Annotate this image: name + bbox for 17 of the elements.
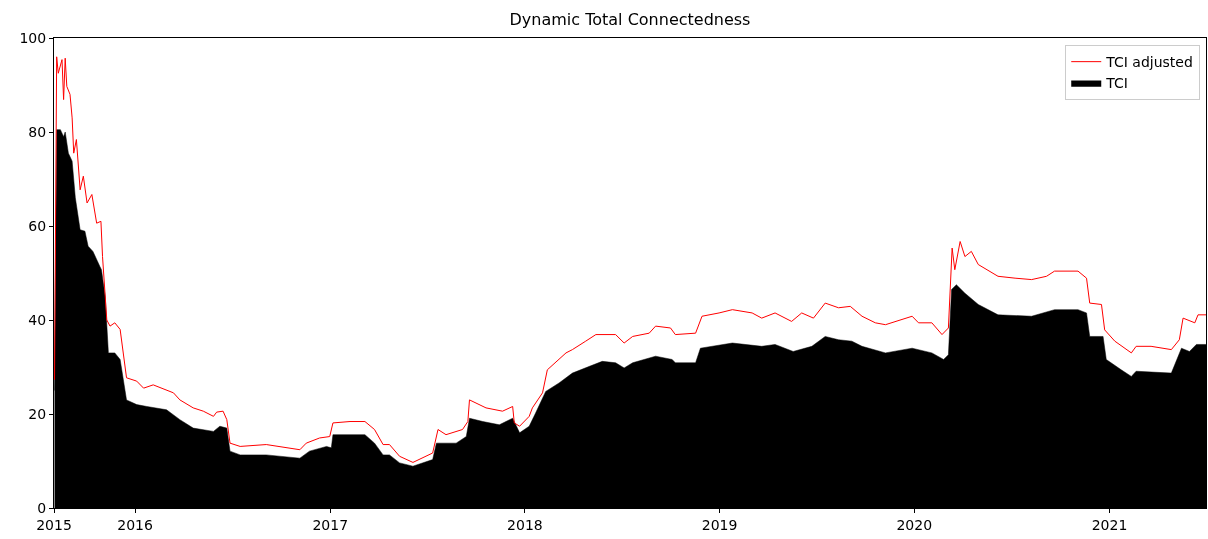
x-tick-label: 2016	[117, 516, 153, 533]
y-tick-label: 100	[19, 29, 47, 46]
chart-title: Dynamic Total Connectedness	[509, 9, 751, 29]
x-tick-label: 2017	[312, 516, 349, 533]
y-tick-label: 0	[37, 499, 47, 516]
y-tick-label: 60	[28, 217, 47, 234]
y-tick-label: 80	[28, 123, 47, 140]
legend-label: TCI adjusted	[1105, 54, 1193, 71]
y-tick-label: 40	[28, 311, 47, 328]
line-series	[54, 56, 1206, 463]
x-tick-label: 2019	[701, 516, 738, 533]
y-tick-label: 20	[28, 405, 47, 422]
legend-label: TCI	[1105, 75, 1128, 92]
x-tick-label: 2018	[507, 516, 543, 533]
x-tick-label: 2020	[896, 516, 933, 533]
x-tick-label: 2021	[1091, 516, 1128, 533]
x-tick-label: 2015	[36, 516, 72, 533]
